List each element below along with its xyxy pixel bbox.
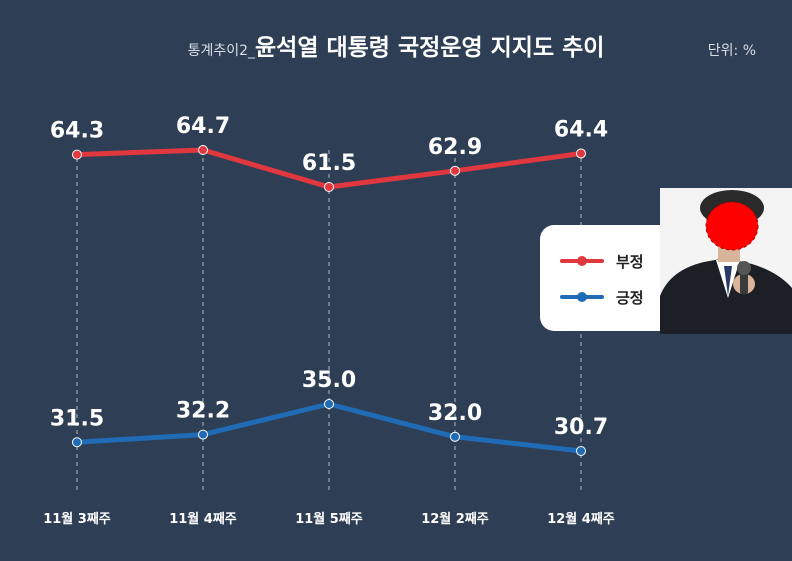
data-point-1-4	[576, 446, 586, 456]
data-point-0-1	[198, 145, 208, 155]
data-point-0-0	[72, 149, 82, 160]
data-points	[72, 145, 586, 456]
data-point-1-1	[198, 429, 208, 440]
legend-swatch-positive	[560, 292, 604, 302]
data-point-1-3	[450, 431, 460, 442]
data-point-0-2	[324, 182, 334, 192]
data-label-1-0: 31.5	[50, 406, 104, 431]
data-label-1-4: 30.7	[554, 415, 608, 440]
data-point-1-2	[324, 399, 334, 409]
chart-title: 통계추이2_윤석열 대통령 국정운영 지지도 추이	[0, 28, 792, 62]
data-labels: 64.3 64.7 61.5 62.9 64.4 31.5 32.2 35.0 32.0 30.7	[50, 114, 608, 440]
x-tick-label-0: 11월 3째주	[43, 511, 111, 527]
legend-swatch-negative	[560, 256, 604, 266]
data-label-1-3: 32.0	[428, 401, 482, 426]
data-point-1-0	[72, 437, 82, 448]
x-axis-ticks: 11월 3째주 11월 4째주 11월 5째주 12월 2째주 12월 4째주	[43, 511, 615, 527]
title-main: 윤석열 대통령 국정운영 지지도 추이	[255, 35, 605, 61]
x-tick-label-1: 11월 4째주	[169, 511, 237, 527]
legend-label-negative: 부정	[616, 252, 644, 271]
person-illustration	[660, 188, 792, 334]
x-tick-label-4: 12월 4째주	[547, 511, 615, 527]
data-label-0-4: 64.4	[554, 117, 608, 142]
unit-label: 단위: %	[707, 43, 756, 59]
x-tick-label-2: 11월 5째주	[295, 511, 363, 527]
data-label-0-1: 64.7	[176, 114, 230, 139]
data-label-1-1: 32.2	[176, 399, 230, 424]
data-label-0-0: 64.3	[50, 119, 104, 144]
data-label-1-2: 35.0	[302, 368, 356, 393]
legend-item-negative: 부정	[560, 249, 644, 273]
data-label-0-3: 62.9	[428, 135, 482, 160]
title-prefix: 통계추이2_	[187, 43, 255, 59]
legend-item-positive: 긍정	[560, 285, 644, 309]
legend-label-positive: 긍정	[616, 288, 644, 307]
data-point-0-4	[576, 148, 586, 159]
series-line-1	[74, 401, 584, 454]
data-point-0-3	[450, 165, 460, 176]
president-photo	[660, 188, 792, 334]
data-label-0-2: 61.5	[302, 151, 356, 176]
x-tick-label-3: 12월 2째주	[421, 511, 489, 527]
